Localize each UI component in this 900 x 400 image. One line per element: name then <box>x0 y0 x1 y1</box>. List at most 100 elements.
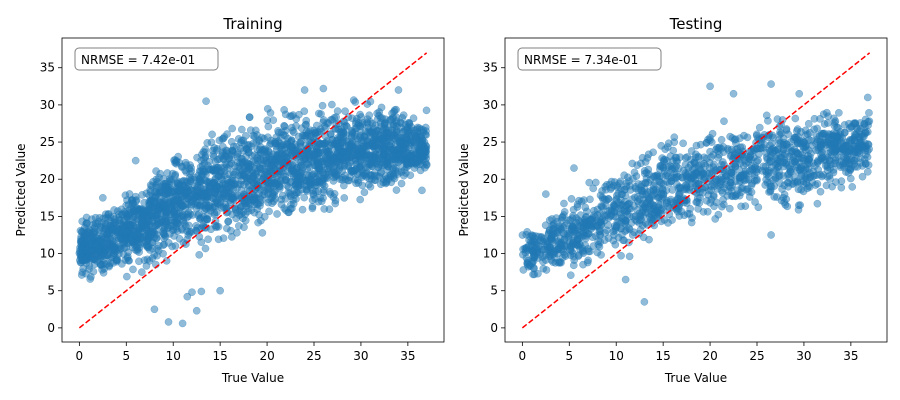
scatter-point <box>546 243 554 252</box>
scatter-point <box>196 213 205 222</box>
scatter-point <box>332 171 341 179</box>
scatter-point <box>375 134 383 143</box>
scatter-point <box>594 216 602 225</box>
scatter-point <box>621 191 630 200</box>
scatter-point <box>273 210 281 218</box>
scatter-point <box>197 238 206 247</box>
scatter-outlier-point <box>183 292 192 301</box>
scatter-point <box>77 243 86 252</box>
scatter-point <box>687 147 696 155</box>
scatter-point <box>122 272 131 281</box>
scatter-point <box>179 202 188 210</box>
scatter-point <box>389 164 398 173</box>
scatter-point <box>201 189 210 198</box>
scatter-point <box>650 208 658 216</box>
x-tick-label: 20 <box>259 349 274 363</box>
scatter-point <box>745 147 754 156</box>
scatter-point <box>205 201 214 210</box>
scatter-point <box>791 114 800 123</box>
scatter-point <box>298 205 307 214</box>
scatter-point <box>357 156 365 165</box>
scatter-point <box>584 245 592 253</box>
scatter-point <box>804 119 813 128</box>
x-tick-label: 5 <box>565 349 573 363</box>
scatter-point <box>662 186 671 195</box>
scatter-point <box>708 129 717 138</box>
scatter-point <box>308 151 317 160</box>
scatter-point <box>792 133 800 142</box>
scatter-point <box>622 182 631 191</box>
scatter-point <box>782 125 791 133</box>
scatter-point <box>594 237 603 246</box>
scatter-point <box>125 220 134 229</box>
scatter-point <box>754 156 762 164</box>
y-tick-label: 15 <box>40 209 55 223</box>
scatter-point <box>858 162 867 170</box>
scatter-point <box>851 119 860 127</box>
x-tick-label: 30 <box>353 349 368 363</box>
x-tick-label: 30 <box>796 349 811 363</box>
scatter-point <box>521 244 529 253</box>
scatter-point <box>694 152 703 161</box>
scatter-point <box>171 242 180 250</box>
scatter-point <box>200 159 209 168</box>
y-tick-label: 35 <box>483 61 498 75</box>
scatter-point <box>747 181 756 190</box>
scatter-outlier-point <box>795 89 804 98</box>
scatter-point <box>351 119 360 128</box>
scatter-point <box>392 105 400 114</box>
y-tick-label: 5 <box>490 284 498 298</box>
scatter-point <box>820 120 829 128</box>
scatter-point <box>277 177 285 186</box>
scatter-point <box>645 235 653 244</box>
scatter-point <box>298 173 307 182</box>
scatter-point <box>344 161 353 170</box>
scatter-point <box>541 221 550 230</box>
scatter-point <box>392 119 401 128</box>
scatter-point <box>121 209 130 217</box>
scatter-point <box>162 205 170 213</box>
x-tick-label: 15 <box>656 349 671 363</box>
scatter-point <box>606 212 615 220</box>
scatter-point <box>604 221 613 230</box>
y-tick-label: 30 <box>40 98 55 112</box>
scatter-outlier-point <box>570 164 578 172</box>
scatter-outlier-point <box>863 93 872 102</box>
scatter-point <box>292 153 301 162</box>
scatter-point <box>289 199 298 208</box>
scatter-point <box>278 150 286 159</box>
scatter-point <box>840 128 849 137</box>
scatter-point <box>645 213 654 222</box>
reference-line-testing <box>521 52 871 329</box>
scatter-point <box>717 135 726 144</box>
x-tick-label: 10 <box>166 349 181 363</box>
scatter-point <box>340 194 349 202</box>
scatter-point <box>814 156 823 165</box>
scatter-point <box>237 136 246 145</box>
scatter-point <box>320 205 329 213</box>
y-tick-label: 10 <box>40 247 55 261</box>
scatter-point <box>363 136 372 145</box>
scatter-point <box>411 145 419 153</box>
scatter-point <box>234 222 243 230</box>
scatter-point <box>739 171 748 180</box>
scatter-point <box>811 181 820 189</box>
scatter-point <box>404 149 413 157</box>
scatter-point <box>249 139 258 148</box>
scatter-point <box>813 199 822 208</box>
scatter-point <box>223 160 231 169</box>
scatter-point <box>368 120 377 128</box>
scatter-point <box>208 130 216 139</box>
scatter-outlier-point <box>164 318 173 326</box>
scatter-point <box>408 159 416 168</box>
scatter-point <box>170 210 179 218</box>
scatter-point <box>308 202 317 211</box>
scatter-point <box>631 212 640 220</box>
y-tick-label: 0 <box>490 321 498 335</box>
scatter-point <box>824 112 833 121</box>
scatter-point <box>781 152 789 160</box>
scatter-point <box>228 124 237 133</box>
scatter-outlier-point <box>197 287 206 296</box>
scatter-point <box>683 171 691 179</box>
scatter-point <box>211 187 220 196</box>
